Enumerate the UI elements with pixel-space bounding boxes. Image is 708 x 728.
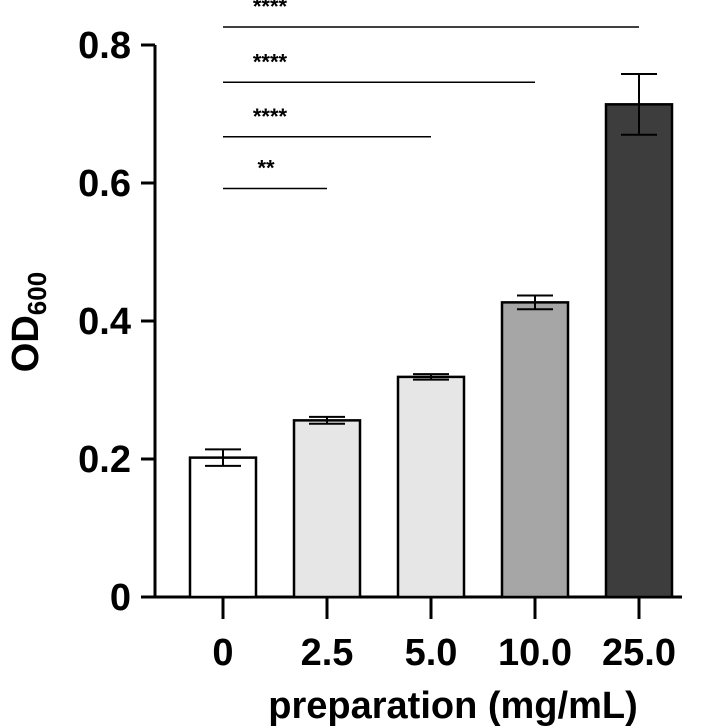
bar-0 xyxy=(188,456,258,599)
x-axis-title: preparation (mg/mL) xyxy=(268,685,637,727)
significance-annotations: ************** xyxy=(223,0,639,190)
significance-label: **** xyxy=(253,0,288,19)
significance-label: ** xyxy=(257,156,275,181)
bar-25-0 xyxy=(604,103,674,599)
y-tick-label: 0.4 xyxy=(78,301,131,343)
y-tick-label: 0.2 xyxy=(78,439,131,481)
y-axis-title-main: OD xyxy=(5,315,47,372)
y-tick-label: 0 xyxy=(110,577,131,619)
x-tick-label: 10.0 xyxy=(498,632,572,674)
x-tick-label: 5.0 xyxy=(405,632,458,674)
x-tick-label: 25.0 xyxy=(602,632,676,674)
significance-label: **** xyxy=(253,49,288,74)
x-tick-label: 2.5 xyxy=(301,632,354,674)
y-tick-label: 0.8 xyxy=(78,25,131,67)
y-axis: 0 0.2 0.4 0.6 0.8 xyxy=(78,25,157,619)
bar-5-0 xyxy=(396,375,466,599)
y-axis-title: OD600 xyxy=(5,272,52,372)
x-tick-label: 0 xyxy=(212,632,233,674)
significance-label: **** xyxy=(253,104,288,129)
error-bars xyxy=(205,72,657,467)
x-axis: 0 2.5 5.0 10.0 25.0 xyxy=(155,595,682,674)
y-tick-label: 0.6 xyxy=(78,163,131,205)
bar-10-0 xyxy=(500,301,570,599)
bar-2-5 xyxy=(292,419,362,599)
y-axis-title-subscript: 600 xyxy=(22,272,52,315)
bars xyxy=(188,103,674,599)
